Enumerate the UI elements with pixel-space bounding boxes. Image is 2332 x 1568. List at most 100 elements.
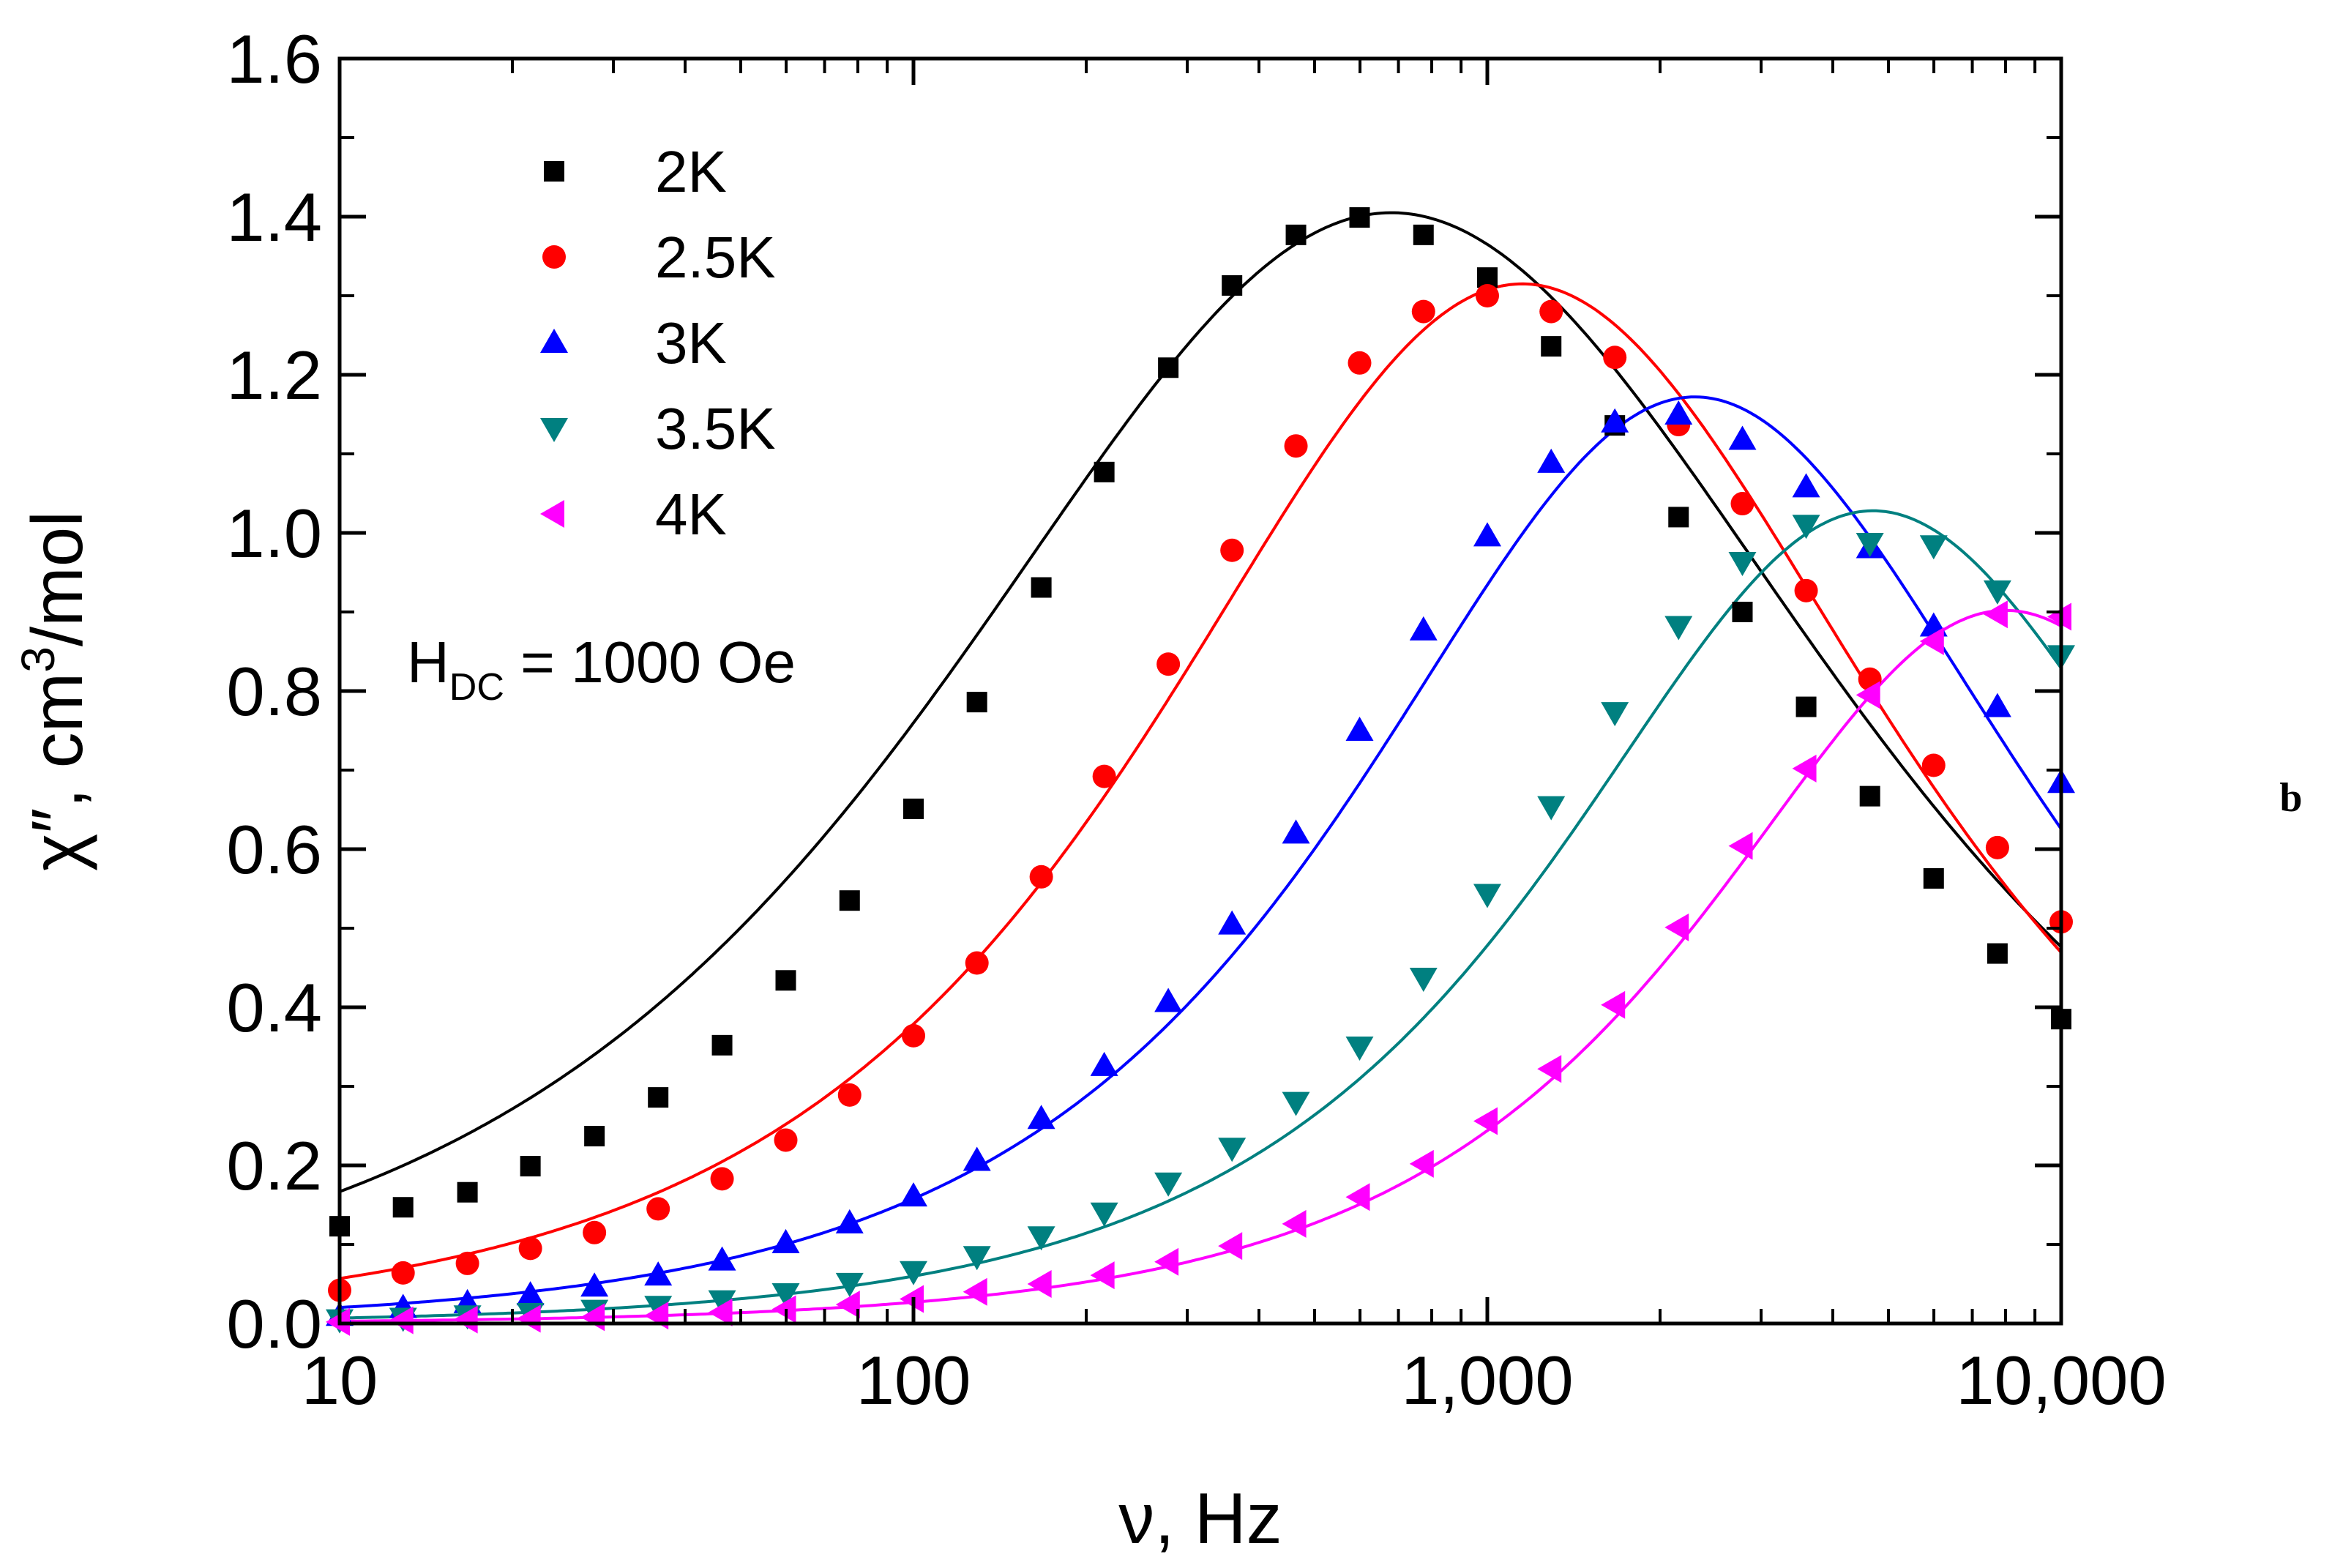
data-point <box>1601 408 1629 433</box>
data-point <box>1413 224 1434 245</box>
data-point <box>1730 492 1754 516</box>
fit-line-3.5K <box>340 509 2061 1320</box>
legend-label: 2.5K <box>655 225 776 290</box>
data-point <box>1154 1172 1183 1197</box>
y-axis-title-unit-a: , cm <box>17 673 97 808</box>
data-point <box>1154 988 1183 1012</box>
data-point <box>1220 538 1244 562</box>
data-point <box>1092 764 1116 788</box>
data-point <box>1921 753 1946 777</box>
data-point <box>965 951 989 975</box>
data-point <box>457 1181 478 1203</box>
data-point <box>708 1246 736 1271</box>
data-point <box>1094 461 1115 482</box>
y-tick-label: 0.0 <box>226 1285 322 1362</box>
legend: 2K 2.5K 3K 3.5K 4K <box>540 139 776 547</box>
series-2K <box>329 207 2071 1237</box>
data-point <box>837 1083 862 1107</box>
y-tick-label: 1.4 <box>226 179 322 255</box>
data-point <box>835 1209 864 1233</box>
data-point <box>584 1126 605 1147</box>
panel-label: b <box>2279 775 2302 821</box>
data-point <box>1987 943 2008 964</box>
data-point <box>902 1023 925 1048</box>
data-point <box>1345 1183 1370 1212</box>
y-axis-title-chi: χ <box>17 834 97 871</box>
data-point <box>389 1306 414 1334</box>
data-point <box>1603 346 1627 370</box>
legend-item-2K: 2K <box>544 139 727 204</box>
data-point <box>1664 400 1693 425</box>
y-tick-label: 1.0 <box>226 495 322 572</box>
data-markers <box>326 207 2075 1336</box>
data-point <box>708 1298 733 1326</box>
legend-label: 3K <box>655 310 727 376</box>
data-point <box>1284 434 1308 458</box>
data-point <box>1983 600 2008 629</box>
y-tick-label: 1.6 <box>226 20 322 97</box>
y-tick-label: 0.8 <box>226 653 322 730</box>
field-annotation-h: H <box>407 630 449 695</box>
data-point <box>1732 602 1753 622</box>
data-point <box>1218 910 1247 935</box>
legend-label: 2K <box>655 139 727 204</box>
field-annotation-subscript: DC <box>449 666 504 709</box>
legend-marker <box>544 161 564 182</box>
x-tick-label: 1,000 <box>1401 1342 1573 1419</box>
data-point <box>1476 284 1499 307</box>
data-point <box>835 1291 860 1319</box>
data-point <box>644 1261 673 1286</box>
data-point <box>520 1156 541 1177</box>
data-point <box>1348 351 1372 375</box>
data-point <box>1537 1055 1562 1083</box>
legend-marker <box>542 245 566 269</box>
legend-item-3K: 3K <box>540 310 727 376</box>
data-point <box>771 1228 800 1253</box>
data-point <box>1792 754 1817 783</box>
data-point <box>1539 299 1563 324</box>
y-axis-title-prime: ″ <box>17 808 97 834</box>
data-point <box>1218 1232 1243 1261</box>
field-annotation: HDC = 1000 Oe <box>407 630 796 709</box>
data-point <box>646 1197 670 1221</box>
data-point <box>1411 299 1435 324</box>
data-point <box>963 1277 987 1306</box>
data-point <box>1541 336 1562 357</box>
data-point <box>1668 507 1689 528</box>
data-point <box>1409 616 1438 641</box>
data-point <box>392 1197 414 1218</box>
data-point <box>1473 884 1501 908</box>
data-point <box>1027 1270 1052 1298</box>
data-point <box>963 1246 991 1271</box>
data-point <box>453 1305 478 1334</box>
data-point <box>1473 1107 1498 1135</box>
data-point <box>1728 832 1753 860</box>
fit-line-3K <box>340 395 2061 1310</box>
y-tick-label: 1.2 <box>226 337 322 414</box>
legend-label: 4K <box>655 482 727 547</box>
data-point <box>1664 913 1689 941</box>
data-point <box>1794 578 1818 602</box>
data-point <box>1222 275 1243 296</box>
data-point <box>1983 692 2011 717</box>
data-point <box>1156 652 1181 676</box>
data-point <box>518 1236 542 1261</box>
data-point <box>1855 533 1884 558</box>
data-point <box>1537 796 1566 821</box>
y-tick-label: 0.6 <box>226 811 322 888</box>
data-point <box>1158 357 1179 378</box>
data-point <box>1285 224 1307 245</box>
data-point <box>1090 1051 1118 1076</box>
data-point <box>1282 1091 1310 1116</box>
data-point <box>1923 867 1944 889</box>
data-point <box>771 1295 796 1324</box>
fit-curves <box>340 211 2061 1323</box>
data-point <box>391 1261 415 1285</box>
data-point <box>1090 1261 1115 1290</box>
data-point <box>1859 785 1880 807</box>
series-4K <box>326 600 2071 1336</box>
data-point <box>1154 1247 1179 1276</box>
data-point <box>1601 990 1626 1019</box>
data-point <box>516 1304 541 1333</box>
